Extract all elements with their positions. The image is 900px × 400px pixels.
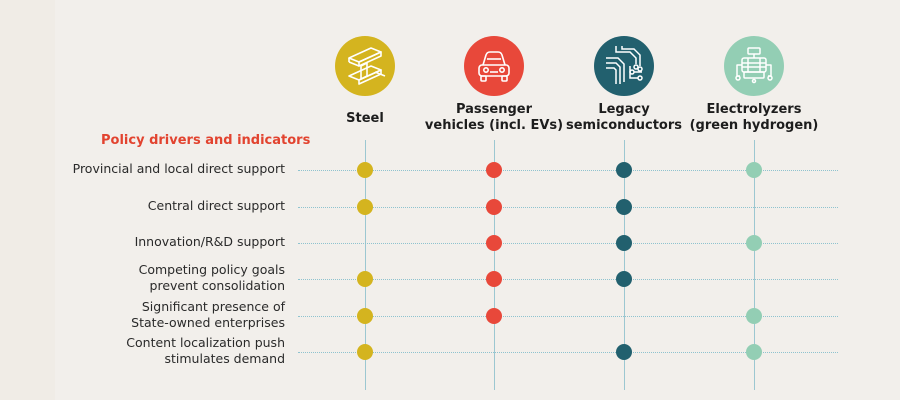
row-label-innovation-rd: Innovation/R&D support (25, 234, 285, 250)
section-title: Policy drivers and indicators (101, 133, 311, 148)
row-line-1 (298, 207, 838, 208)
indicator-dot-vehicles-row-4 (486, 308, 502, 324)
indicator-dot-electrolyzers-row-4 (746, 308, 762, 324)
row-label-line: prevent consolidation (149, 278, 285, 293)
indicator-dot-semis-row-5 (616, 344, 632, 360)
column-line-vehicles (494, 140, 495, 390)
column-label-vehicles: Passenger vehicles (incl. EVs) (419, 102, 569, 134)
row-label-central-support: Central direct support (25, 198, 285, 214)
row-line-2 (298, 243, 838, 244)
indicator-dot-semis-row-2 (616, 235, 632, 251)
indicator-dot-semis-row-0 (616, 162, 632, 178)
row-label-line: Content localization push (126, 335, 285, 350)
indicator-dot-steel-row-4 (357, 308, 373, 324)
indicator-dot-vehicles-row-2 (486, 235, 502, 251)
column-label-line: Legacy (598, 102, 650, 117)
column-label-steel: Steel (290, 111, 440, 127)
column-label-line: (green hydrogen) (689, 118, 819, 133)
row-label-content-localization: Content localization push stimulates dem… (25, 335, 285, 367)
row-label-line: Innovation/R&D support (134, 234, 285, 249)
column-label-electrolyzers: Electrolyzers (green hydrogen) (679, 102, 829, 134)
indicator-dot-vehicles-row-1 (486, 199, 502, 215)
column-label-semiconductors: Legacy semiconductors (549, 102, 699, 134)
row-label-line: Significant presence of (141, 299, 285, 314)
electrolyzer-icon (724, 36, 784, 96)
indicator-dot-vehicles-row-3 (486, 271, 502, 287)
column-label-line: Steel (346, 111, 384, 126)
car-icon (464, 36, 524, 96)
row-label-competing-goals: Competing policy goals prevent consolida… (25, 262, 285, 294)
indicator-dot-semis-row-3 (616, 271, 632, 287)
column-line-steel (365, 140, 366, 390)
column-label-line: Passenger (455, 102, 533, 117)
indicator-dot-electrolyzers-row-2 (746, 235, 762, 251)
row-label-line: Competing policy goals (138, 262, 285, 277)
column-label-line: semiconductors (565, 118, 682, 133)
indicator-dot-steel-row-5 (357, 344, 373, 360)
row-line-4 (298, 316, 838, 317)
column-line-semiconductors (624, 140, 625, 390)
row-line-3 (298, 279, 838, 280)
row-label-line: Central direct support (147, 198, 285, 213)
row-label-line: stimulates demand (164, 351, 285, 366)
indicator-dot-electrolyzers-row-5 (746, 344, 762, 360)
indicator-dot-steel-row-0 (357, 162, 373, 178)
row-label-line: State-owned enterprises (131, 315, 285, 330)
column-label-line: Electrolyzers (706, 102, 802, 117)
indicator-dot-steel-row-3 (357, 271, 373, 287)
indicator-dot-vehicles-row-0 (486, 162, 502, 178)
indicator-dot-electrolyzers-row-0 (746, 162, 762, 178)
steel-beam-icon (335, 36, 395, 96)
indicator-dot-steel-row-1 (357, 199, 373, 215)
row-line-5 (298, 352, 838, 353)
circuit-icon (594, 36, 654, 96)
indicator-dot-semis-row-1 (616, 199, 632, 215)
row-line-0 (298, 170, 838, 171)
row-label-line: Provincial and local direct support (72, 161, 285, 176)
row-label-provincial-local-support: Provincial and local direct support (25, 161, 285, 177)
column-label-line: vehicles (incl. EVs) (424, 118, 564, 133)
row-label-soe-presence: Significant presence of State-owned ente… (25, 299, 285, 331)
column-line-electrolyzers (754, 140, 755, 390)
